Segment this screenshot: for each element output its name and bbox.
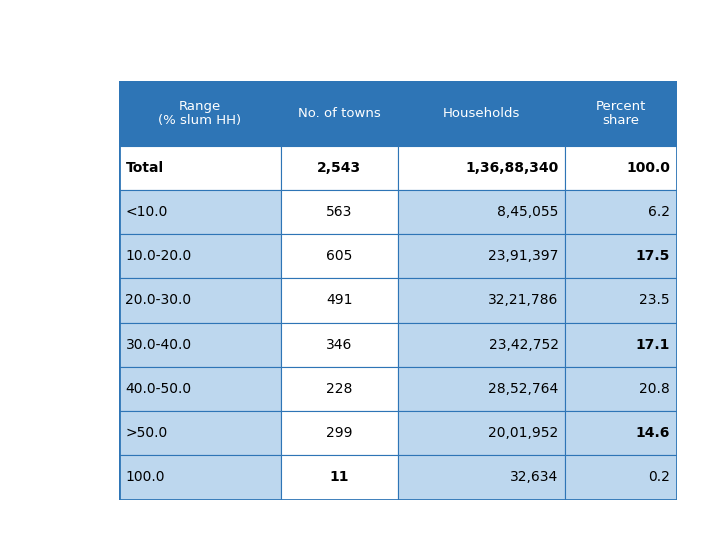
Text: 6.2: 6.2	[648, 205, 670, 219]
Text: 346: 346	[326, 338, 352, 352]
Bar	[281, 146, 397, 190]
Text: 32,634: 32,634	[510, 470, 559, 484]
Text: 23,42,752: 23,42,752	[488, 338, 559, 352]
Bar	[397, 411, 565, 455]
Text: 17.5: 17.5	[636, 249, 670, 263]
Text: 228: 228	[326, 382, 352, 396]
Text: 20,01,952: 20,01,952	[488, 426, 559, 440]
Text: 23,91,397: 23,91,397	[488, 249, 559, 263]
Text: No. of towns: No. of towns	[298, 107, 381, 120]
Text: 1,36,88,340: 1,36,88,340	[465, 161, 559, 175]
Bar	[397, 367, 565, 411]
Bar	[397, 455, 565, 500]
Bar	[281, 455, 397, 500]
Text: 40.0-50.0: 40.0-50.0	[125, 382, 192, 396]
Bar	[281, 190, 397, 234]
Text: 32,21,786: 32,21,786	[488, 293, 559, 307]
Text: 605: 605	[326, 249, 352, 263]
Bar	[565, 234, 677, 278]
Bar	[119, 367, 281, 411]
Bar	[397, 190, 565, 234]
Text: 20.0-30.0: 20.0-30.0	[125, 293, 192, 307]
Text: Percent
share: Percent share	[596, 100, 646, 127]
Text: 23.5: 23.5	[639, 293, 670, 307]
Bar	[281, 81, 397, 146]
Bar	[281, 278, 397, 322]
Bar	[397, 234, 565, 278]
Bar	[565, 411, 677, 455]
Bar	[119, 81, 281, 146]
Bar	[565, 455, 677, 500]
Bar	[565, 146, 677, 190]
Bar	[281, 367, 397, 411]
Text: 11: 11	[330, 470, 349, 484]
Text: 20.8: 20.8	[639, 382, 670, 396]
Bar	[119, 411, 281, 455]
Bar	[565, 322, 677, 367]
Bar	[397, 278, 565, 322]
Text: <10.0: <10.0	[125, 205, 168, 219]
Text: 8,45,055: 8,45,055	[497, 205, 559, 219]
Text: 100.0: 100.0	[626, 161, 670, 175]
Text: 28,52,764: 28,52,764	[488, 382, 559, 396]
Bar	[397, 146, 565, 190]
Text: Number of Towns by range: Number of Towns by range	[86, 36, 526, 64]
Text: 0.2: 0.2	[648, 470, 670, 484]
Text: 14.6: 14.6	[636, 426, 670, 440]
Text: Range
(% slum HH): Range (% slum HH)	[158, 100, 241, 127]
Bar	[565, 367, 677, 411]
Bar	[281, 411, 397, 455]
Text: 17.1: 17.1	[636, 338, 670, 352]
Bar	[565, 81, 677, 146]
Bar	[119, 190, 281, 234]
Bar	[281, 322, 397, 367]
Text: 491: 491	[326, 293, 353, 307]
Bar	[119, 234, 281, 278]
Bar	[397, 81, 565, 146]
Text: 10.0-20.0: 10.0-20.0	[125, 249, 192, 263]
Text: 563: 563	[326, 205, 352, 219]
Bar	[397, 322, 565, 367]
Bar	[565, 190, 677, 234]
Text: 2,543: 2,543	[317, 161, 361, 175]
Bar	[119, 146, 281, 190]
Bar	[119, 455, 281, 500]
Bar	[119, 322, 281, 367]
Bar	[119, 278, 281, 322]
Text: 30.0-40.0: 30.0-40.0	[125, 338, 192, 352]
Text: 299: 299	[326, 426, 353, 440]
Bar	[565, 278, 677, 322]
Text: 100.0: 100.0	[125, 470, 165, 484]
Text: Total: Total	[125, 161, 163, 175]
Text: Households: Households	[443, 107, 520, 120]
Text: >50.0: >50.0	[125, 426, 168, 440]
Bar	[281, 234, 397, 278]
